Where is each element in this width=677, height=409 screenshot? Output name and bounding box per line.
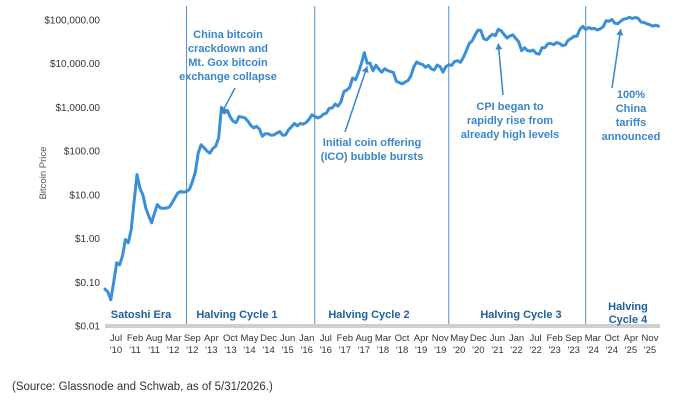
x-tick-label: Nov '19 xyxy=(432,333,449,356)
y-tick-label: $1,000.00 xyxy=(56,103,101,114)
y-tick-label: $1.00 xyxy=(75,234,100,245)
x-axis-line xyxy=(105,324,660,328)
x-tick-label: May '14 xyxy=(241,333,259,356)
x-tick-label: Oct '24 xyxy=(604,333,619,356)
era-label: Halving Cycle 3 xyxy=(480,309,561,321)
y-tick-label: $0.10 xyxy=(75,278,100,289)
x-tick-label: Feb '17 xyxy=(337,333,353,356)
bitcoin-price-line xyxy=(103,15,660,302)
annotation-arrow xyxy=(344,66,368,133)
bitcoin-price-chart: $100,000.00 $10,000.00 $1,000.00 $100.00 $10… xyxy=(38,6,661,356)
x-tick-label: Jun '15 xyxy=(280,333,295,356)
x-tick-label: Apr '25 xyxy=(624,333,639,356)
x-tick-label: Jul '22 xyxy=(529,333,541,356)
x-tick-label: Feb '23 xyxy=(546,333,562,356)
x-tick-label: Oct '13 xyxy=(223,333,238,356)
annotation-arrowhead xyxy=(361,66,369,74)
x-tick-label: Jul '10 xyxy=(110,333,122,356)
annotation-text: China bitcoin crackdown and Mt. Gox bitcoi… xyxy=(179,29,277,83)
x-tick-label: Sep '23 xyxy=(565,333,582,356)
x-tick-label: Aug '11 xyxy=(146,333,163,356)
x-tick-label: Dec '20 xyxy=(470,333,487,356)
y-tick-label: $10.00 xyxy=(69,190,100,201)
x-tick-label: Aug '17 xyxy=(355,333,372,356)
era-label: Halving Cycle 1 xyxy=(196,309,277,321)
era-label: Halving Cycle 2 xyxy=(328,309,409,321)
x-tick-label: Jul '16 xyxy=(320,333,332,356)
annotation-text: Initial coin offering (ICO) bubble bursts xyxy=(321,137,424,163)
annotation-arrow xyxy=(611,29,622,89)
source-note: (Source: Glassnode and Schwab, as of 5/3… xyxy=(12,381,273,393)
x-tick-label: Apr '13 xyxy=(204,333,219,356)
era-label: Halving Cycle 4 xyxy=(608,301,648,326)
y-tick-label: $10,000.00 xyxy=(50,59,100,70)
chart-svg: $100,000.00 $10,000.00 $1,000.00 $100.00 $10… xyxy=(38,6,661,356)
x-tick-label: Feb '11 xyxy=(127,333,143,356)
x-tick-label: Oct '18 xyxy=(395,333,410,356)
annotation-arrowhead xyxy=(221,106,228,114)
y-axis-label: Bitcoin Price xyxy=(38,147,49,200)
x-tick-label: Sep '12 xyxy=(184,333,201,356)
annotation-text: CPI began to rapidly rise from already hig… xyxy=(461,101,559,141)
x-tick-label: Jun '21 xyxy=(490,333,505,356)
x-tick-label: Jan '22 xyxy=(509,333,524,356)
x-tick-label: Dec '14 xyxy=(260,333,277,356)
x-tick-label: Mar '18 xyxy=(375,333,391,356)
annotation-arrowhead xyxy=(495,43,503,50)
y-tick-label: $100,000.00 xyxy=(44,16,100,27)
annotation-text: 100% China tariffs announced xyxy=(602,89,661,143)
x-tick-label: Mar '24 xyxy=(585,333,601,356)
annotation-arrowhead xyxy=(616,29,624,36)
era-label: Satoshi Era xyxy=(111,309,172,321)
y-tick-label: $100.00 xyxy=(64,147,101,158)
x-tick-label: Apr '19 xyxy=(414,333,429,356)
x-tick-label: Jan '16 xyxy=(299,333,314,356)
x-tick-label: Mar '12 xyxy=(165,333,181,356)
annotation-arrow xyxy=(497,43,504,96)
y-tick-label: $0.01 xyxy=(75,322,100,333)
x-tick-label: May '20 xyxy=(450,333,468,356)
x-tick-label: Nov '25 xyxy=(642,333,659,356)
